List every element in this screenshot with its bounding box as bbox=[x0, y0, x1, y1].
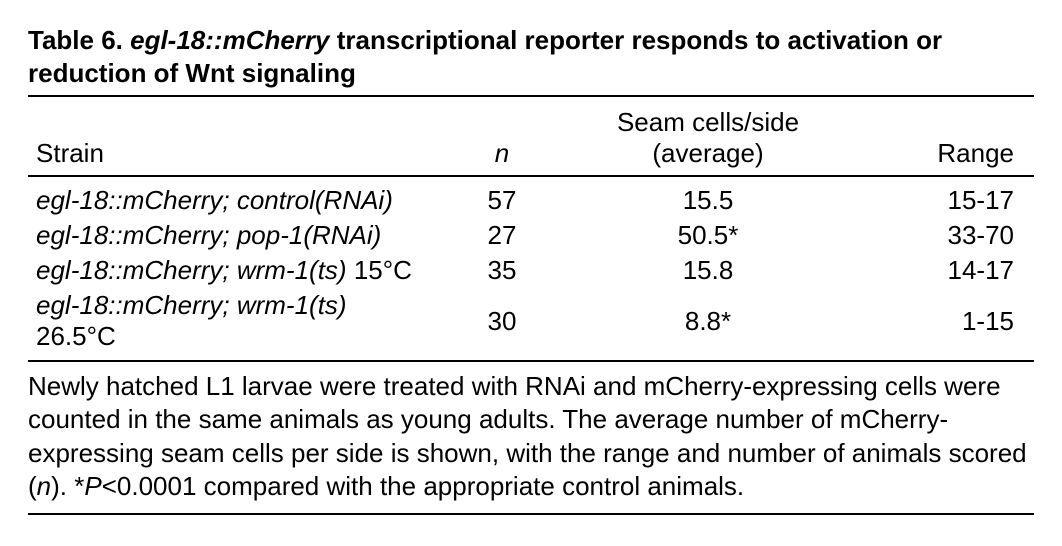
table-row: egl-18::mCherry; wrm-1(ts) 26.5°C 30 8.8… bbox=[28, 288, 1034, 361]
col-header-n: n bbox=[434, 103, 570, 176]
col-header-strain: Strain bbox=[28, 103, 434, 176]
caption-p: P bbox=[84, 471, 101, 501]
col-header-avg-line1: Seam cells/side bbox=[617, 107, 799, 137]
cell-avg: 15.8 bbox=[570, 253, 846, 288]
col-header-avg: Seam cells/side (average) bbox=[570, 103, 846, 176]
caption-part3: <0.0001 compared with the appropriate co… bbox=[102, 471, 744, 501]
caption-n: n bbox=[37, 471, 51, 501]
cell-strain: egl-18::mCherry; wrm-1(ts) 26.5°C bbox=[28, 288, 434, 361]
data-table: Strain n Seam cells/side (average) Range… bbox=[28, 103, 1034, 362]
cell-range: 14-17 bbox=[846, 253, 1034, 288]
cell-strain: egl-18::mCherry; control(RNAi) bbox=[28, 176, 434, 218]
col-header-avg-line2: (average) bbox=[652, 138, 763, 168]
cell-avg: 50.5* bbox=[570, 218, 846, 253]
table-row: egl-18::mCherry; control(RNAi) 57 15.5 1… bbox=[28, 176, 1034, 218]
table-row: egl-18::mCherry; wrm-1(ts) 15°C 35 15.8 … bbox=[28, 253, 1034, 288]
title-gene: egl-18::mCherry bbox=[130, 25, 329, 55]
cell-n: 35 bbox=[434, 253, 570, 288]
cell-avg: 15.5 bbox=[570, 176, 846, 218]
table-body: egl-18::mCherry; control(RNAi) 57 15.5 1… bbox=[28, 176, 1034, 361]
cell-range: 15-17 bbox=[846, 176, 1034, 218]
cell-n: 30 bbox=[434, 288, 570, 361]
cell-avg: 8.8* bbox=[570, 288, 846, 361]
caption-part2: ). * bbox=[51, 471, 84, 501]
cell-strain: egl-18::mCherry; wrm-1(ts) 15°C bbox=[28, 253, 434, 288]
table-row: egl-18::mCherry; pop-1(RNAi) 27 50.5* 33… bbox=[28, 218, 1034, 253]
header-row: Strain n Seam cells/side (average) Range bbox=[28, 103, 1034, 176]
cell-range: 33-70 bbox=[846, 218, 1034, 253]
table-caption: Newly hatched L1 larvae were treated wit… bbox=[28, 362, 1034, 515]
table-number: Table 6. bbox=[28, 25, 130, 55]
cell-n: 27 bbox=[434, 218, 570, 253]
table-title: Table 6. egl-18::mCherry transcriptional… bbox=[28, 24, 1034, 97]
cell-n: 57 bbox=[434, 176, 570, 218]
cell-range: 1-15 bbox=[846, 288, 1034, 361]
cell-strain: egl-18::mCherry; pop-1(RNAi) bbox=[28, 218, 434, 253]
col-header-range: Range bbox=[846, 103, 1034, 176]
